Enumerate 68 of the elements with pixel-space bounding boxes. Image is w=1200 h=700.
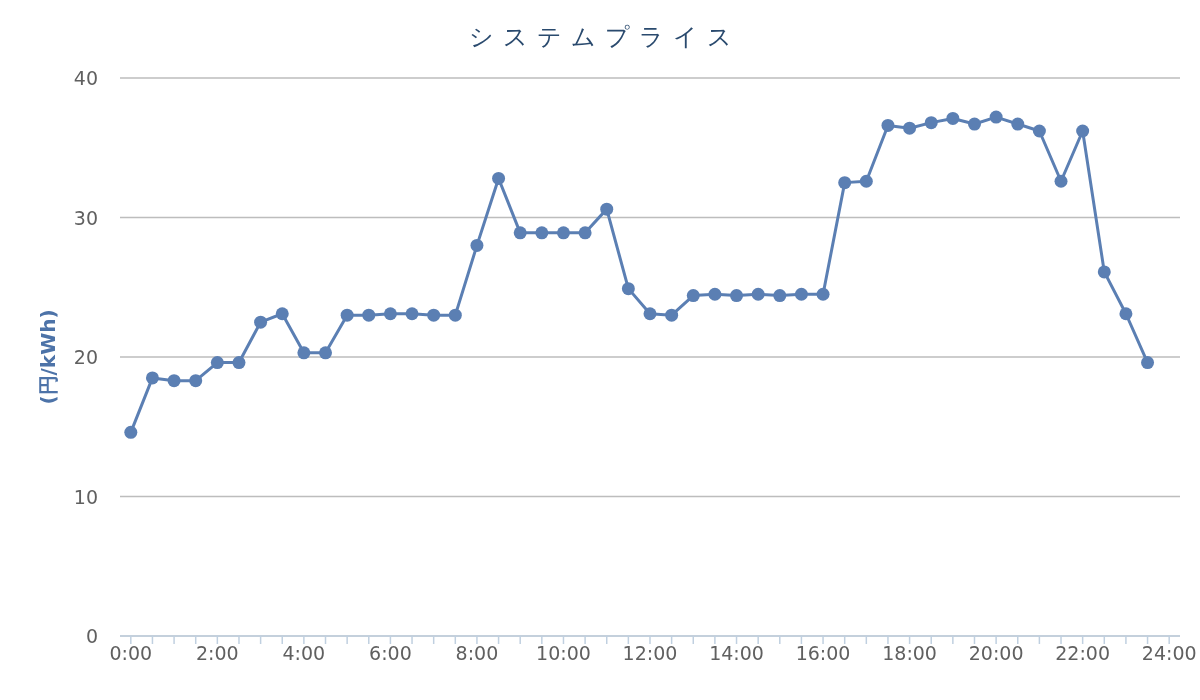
point <box>903 121 917 135</box>
point <box>924 116 938 130</box>
point <box>773 289 787 303</box>
point <box>448 308 462 322</box>
point <box>535 226 549 240</box>
x-tick-label: 20:00 <box>968 642 1024 665</box>
point <box>838 176 852 190</box>
point <box>686 289 700 303</box>
point <box>556 226 570 240</box>
x-tick-label: 6:00 <box>369 642 412 665</box>
point <box>730 289 744 303</box>
x-tick-label: 12:00 <box>622 642 678 665</box>
point <box>816 287 830 301</box>
point <box>124 425 138 439</box>
point <box>643 307 657 321</box>
point <box>145 371 159 385</box>
point <box>751 287 765 301</box>
point <box>946 111 960 125</box>
point <box>319 346 333 360</box>
point <box>427 308 441 322</box>
point <box>297 346 311 360</box>
chart-title: システムプライス <box>467 22 742 53</box>
point <box>210 356 224 370</box>
y-tick-label: 20 <box>73 346 98 368</box>
y-tick-label: 0 <box>85 625 98 647</box>
point <box>708 287 722 301</box>
y-tick-label: 30 <box>73 206 98 229</box>
point <box>189 374 203 388</box>
point <box>600 202 614 216</box>
point <box>1011 117 1025 131</box>
point <box>621 282 635 296</box>
point <box>254 315 268 329</box>
x-tick-label: 22:00 <box>1055 642 1111 665</box>
point <box>167 374 181 388</box>
point <box>275 307 289 321</box>
x-tick-label: 8:00 <box>455 642 499 665</box>
point <box>232 356 246 370</box>
x-tick-label: 10:00 <box>536 642 591 665</box>
x-tick-label: 0:00 <box>109 642 153 665</box>
point <box>1032 124 1046 138</box>
point <box>989 110 1003 124</box>
point <box>794 287 808 301</box>
point <box>383 307 397 321</box>
point <box>340 308 354 322</box>
point <box>470 238 484 252</box>
point <box>665 308 679 322</box>
x-tick-label: 2:00 <box>196 642 239 665</box>
point <box>513 226 527 240</box>
point <box>1076 124 1090 138</box>
point <box>881 118 895 132</box>
x-tick-label: 16:00 <box>795 642 851 665</box>
y-tick-label: 10 <box>73 485 98 508</box>
point <box>492 171 506 185</box>
point <box>1141 356 1155 370</box>
point <box>967 117 981 131</box>
point <box>578 226 592 240</box>
point <box>1119 307 1133 321</box>
point <box>1097 265 1111 279</box>
y-axis-title: (円/kWh) <box>36 309 60 405</box>
y-tick-label: 40 <box>73 67 98 89</box>
x-tick-label: 4:00 <box>282 642 326 665</box>
x-tick-label: 18:00 <box>882 642 937 665</box>
point <box>362 308 376 322</box>
x-tick-label: 24:00 <box>1141 642 1197 665</box>
point <box>859 174 873 188</box>
point <box>405 307 419 321</box>
x-tick-label: 14:00 <box>709 642 764 665</box>
point <box>1054 174 1068 188</box>
